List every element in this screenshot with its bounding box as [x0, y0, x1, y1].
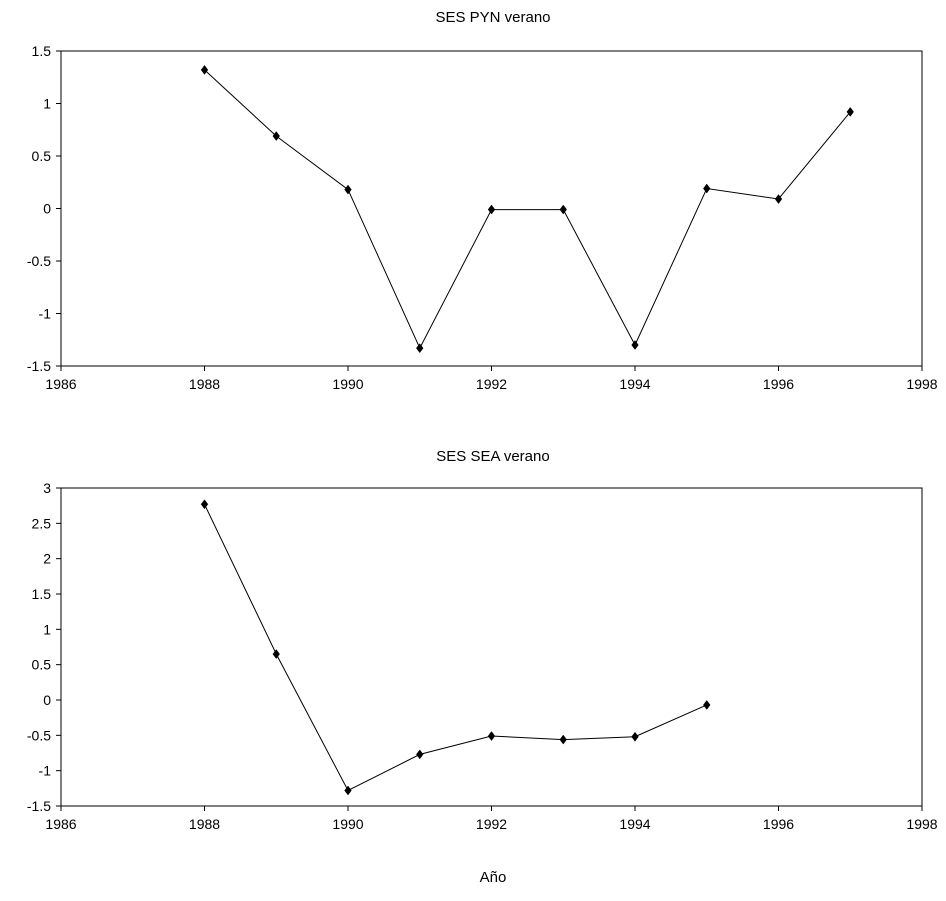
y-tick-label: 2	[43, 551, 51, 567]
x-tick-label: 1998	[906, 376, 937, 392]
y-tick-label: -1.5	[27, 358, 51, 374]
x-tick-label: 1992	[476, 816, 507, 832]
x-tick-label: 1994	[619, 816, 650, 832]
y-tick-label: 0.5	[32, 148, 52, 164]
data-point	[416, 749, 424, 760]
data-point	[703, 700, 711, 710]
data-point	[344, 785, 352, 796]
y-tick-label: 1.5	[32, 43, 52, 59]
y-tick-label: 2.5	[32, 515, 52, 531]
chart-ses-sea-verano: SES SEA verano -1.5 -1 -0.5 0 0.5 1 1.5 2 2.5 3 19…	[27, 448, 938, 832]
y-tick-label: -1	[39, 763, 52, 779]
x-tick-label: 1992	[476, 376, 507, 392]
x-tick-label: 1986	[45, 816, 76, 832]
y-tick-label: -0.5	[27, 253, 51, 269]
x-tick-label: 1990	[332, 816, 363, 832]
data-point	[559, 204, 567, 215]
data-point	[272, 649, 280, 659]
chart-title: SES PYN verano	[435, 9, 550, 26]
data-point	[774, 194, 783, 204]
data-point	[487, 204, 496, 215]
data-point	[631, 731, 639, 742]
x-tick-label: 1986	[45, 376, 76, 392]
y-tick-label: 1.5	[32, 586, 52, 602]
y-tick-label: 0	[43, 201, 51, 217]
y-tick-label: 0	[43, 692, 51, 708]
y-tick-label: 3	[43, 480, 51, 496]
data-point	[416, 343, 424, 354]
y-tick-label: -1	[39, 306, 52, 322]
series-line	[204, 69, 851, 350]
chart-ses-pyn-verano: SES PYN verano -1.5 -1 -0.5 0 0.5 1 1.5 1986 198…	[27, 9, 938, 392]
chart-title: SES SEA verano	[436, 448, 549, 465]
data-point	[272, 131, 280, 141]
x-tick-label: 1988	[189, 816, 220, 832]
data-point	[200, 64, 209, 75]
series-line	[204, 504, 708, 792]
data-point	[703, 183, 711, 194]
x-tick-label: 1996	[763, 816, 794, 832]
y-tick-label: 0.5	[32, 657, 52, 673]
data-point	[344, 184, 352, 195]
x-tick-label: 1990	[332, 376, 363, 392]
x-tick-label: 1998	[906, 816, 937, 832]
plot-area	[60, 487, 923, 807]
data-point	[846, 106, 854, 117]
y-tick-label: 1	[43, 96, 51, 112]
y-tick-label: -0.5	[27, 727, 51, 743]
x-axis-label: Año	[480, 869, 507, 886]
data-point	[487, 731, 496, 741]
y-tick-label: 1	[43, 621, 51, 637]
x-tick-label: 1994	[619, 376, 650, 392]
data-point	[559, 734, 567, 745]
data-point	[200, 499, 209, 510]
data-point	[631, 340, 639, 350]
x-tick-label: 1996	[763, 376, 794, 392]
y-tick-label: -1.5	[27, 798, 51, 814]
x-tick-label: 1988	[189, 376, 220, 392]
